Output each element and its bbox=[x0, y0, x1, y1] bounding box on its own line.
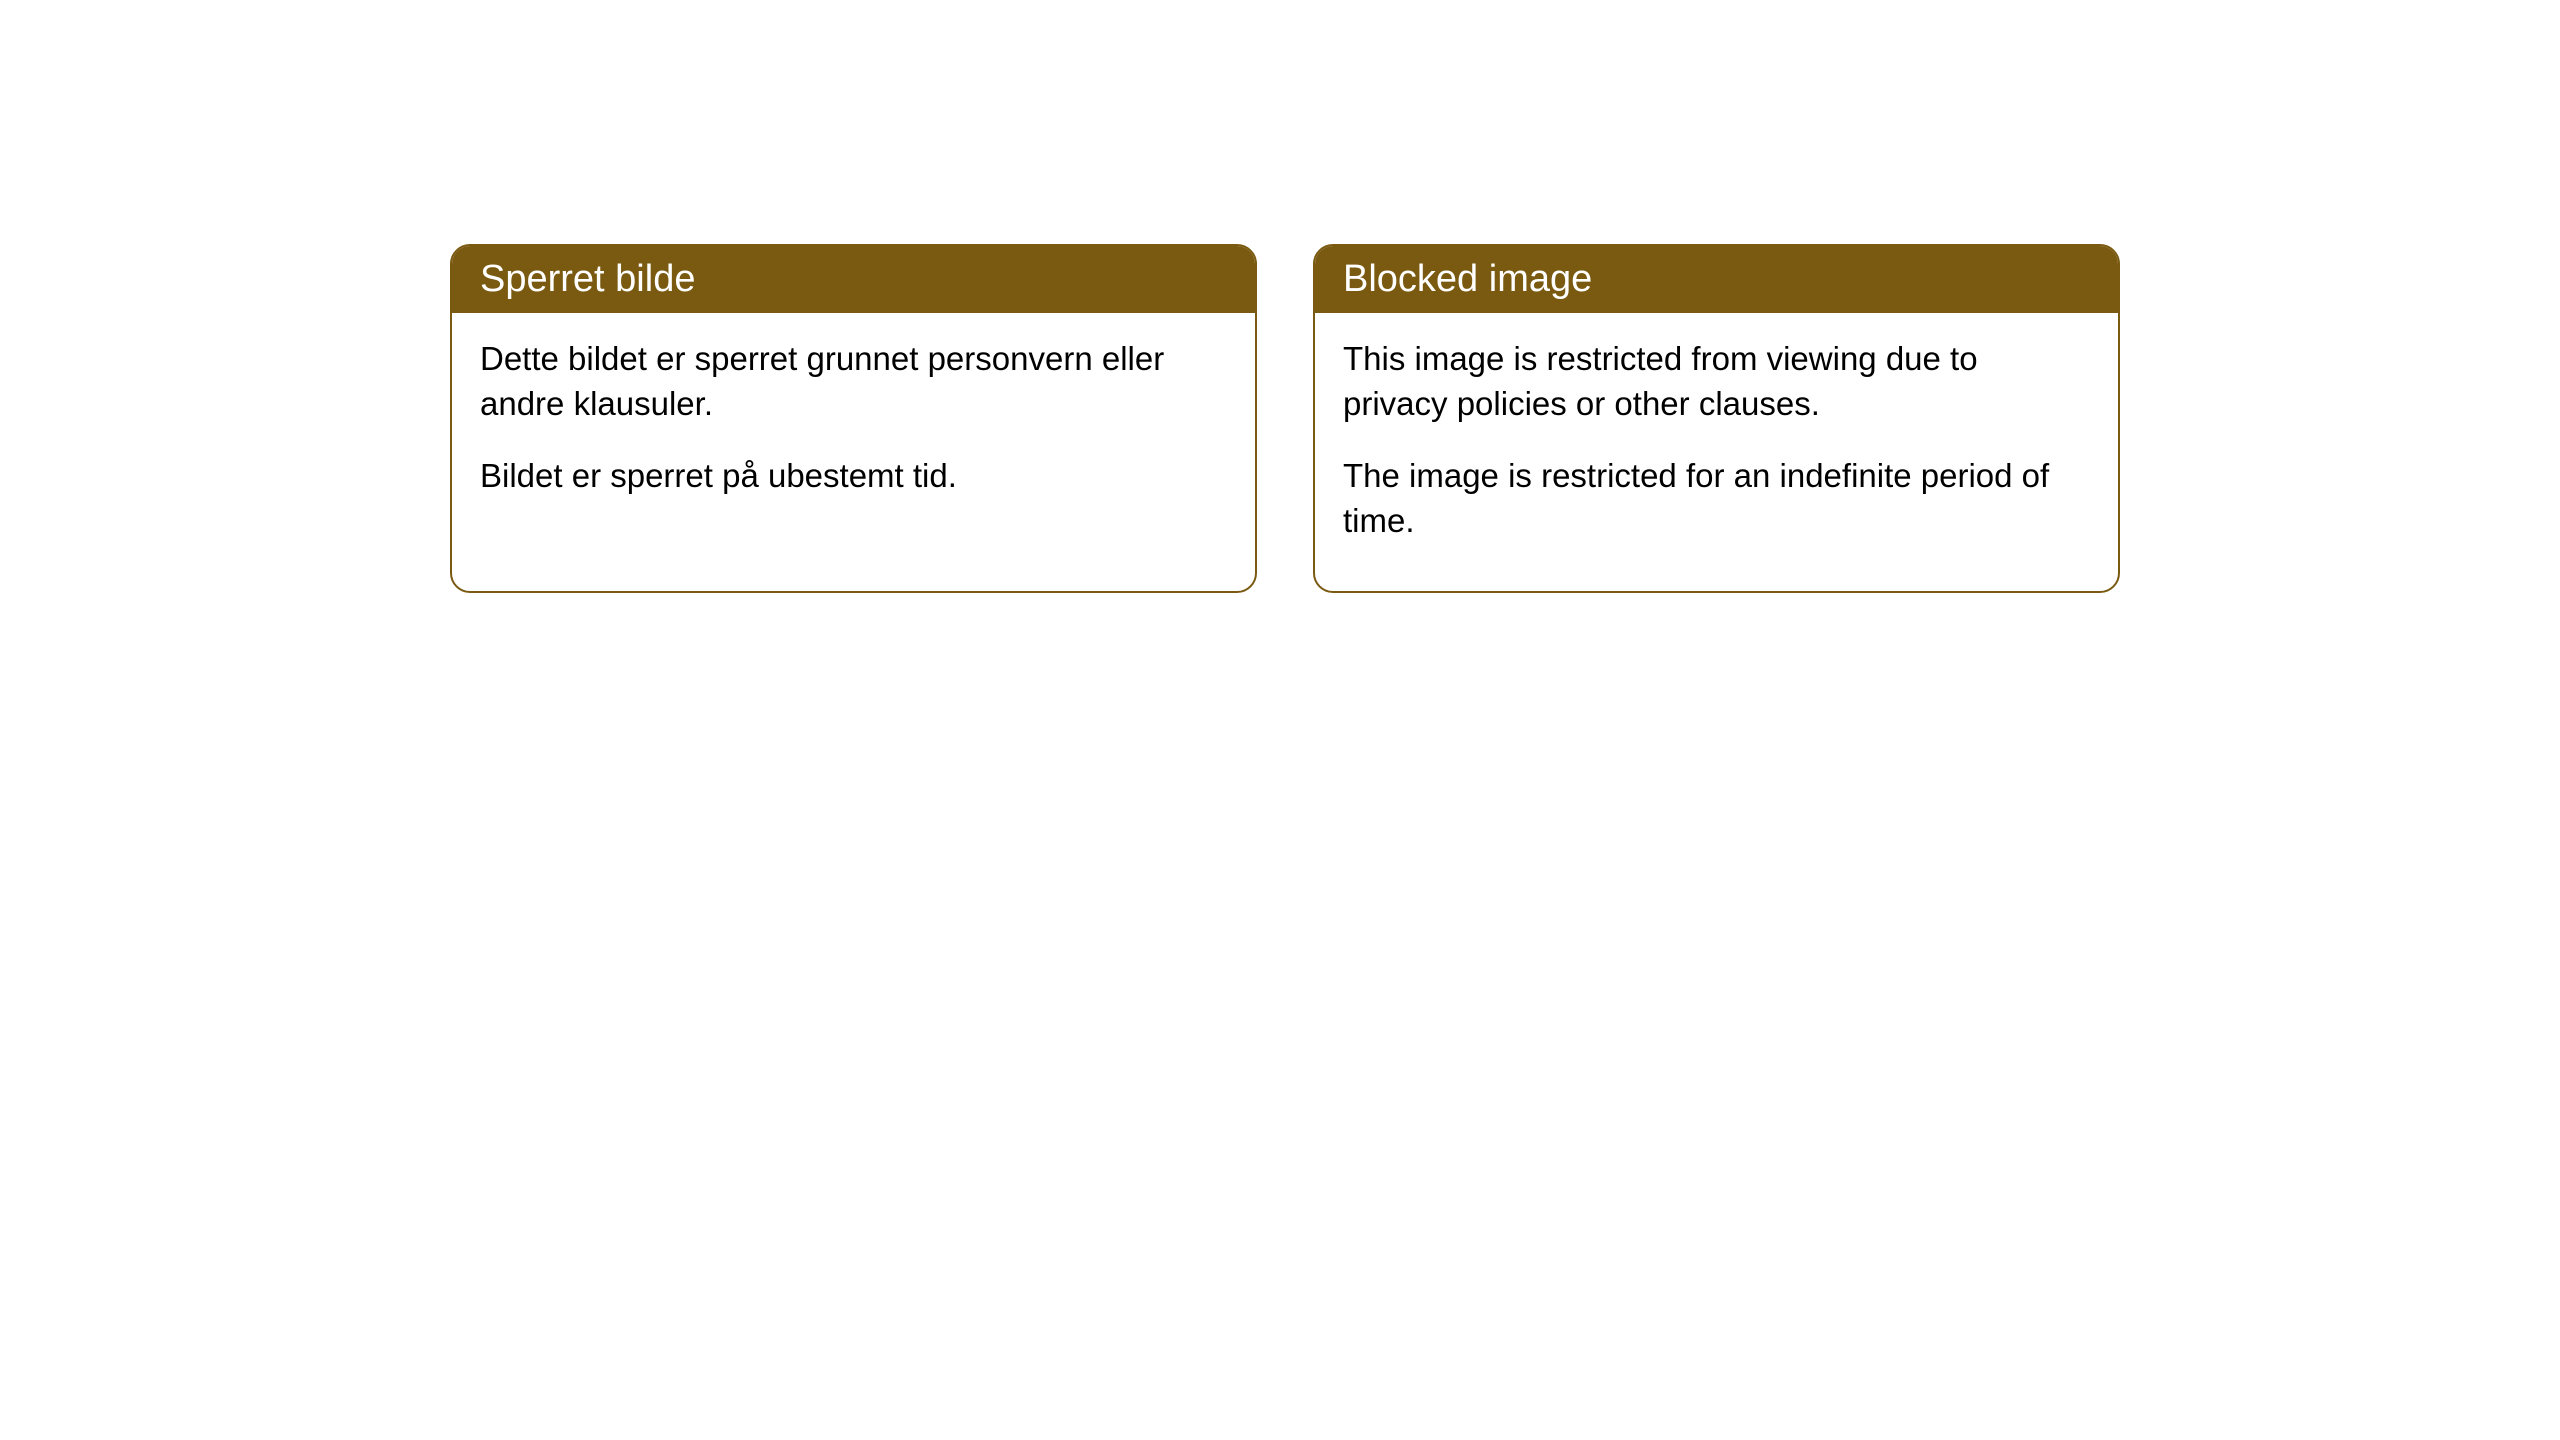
card-paragraph-en-1: This image is restricted from viewing du… bbox=[1343, 337, 2090, 426]
card-body-no: Dette bildet er sperret grunnet personve… bbox=[452, 313, 1255, 547]
blocked-image-card-en: Blocked image This image is restricted f… bbox=[1313, 244, 2120, 593]
card-paragraph-en-2: The image is restricted for an indefinit… bbox=[1343, 454, 2090, 543]
card-header-no: Sperret bilde bbox=[452, 246, 1255, 313]
card-paragraph-no-2: Bildet er sperret på ubestemt tid. bbox=[480, 454, 1227, 499]
card-header-en: Blocked image bbox=[1315, 246, 2118, 313]
card-paragraph-no-1: Dette bildet er sperret grunnet personve… bbox=[480, 337, 1227, 426]
blocked-image-card-no: Sperret bilde Dette bildet er sperret gr… bbox=[450, 244, 1257, 593]
cards-container: Sperret bilde Dette bildet er sperret gr… bbox=[450, 244, 2120, 593]
card-body-en: This image is restricted from viewing du… bbox=[1315, 313, 2118, 591]
